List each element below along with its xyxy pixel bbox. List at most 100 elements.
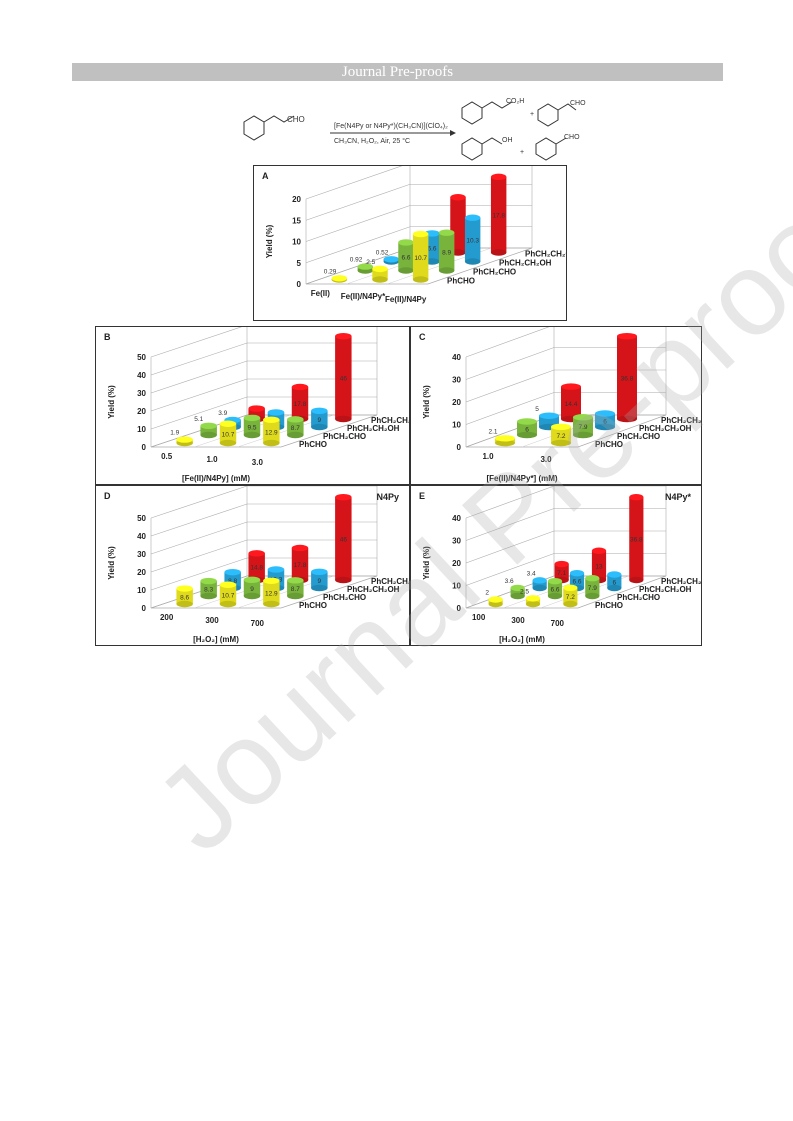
- bar-body: [554, 564, 569, 580]
- data-label: 8.6: [180, 594, 189, 601]
- chart-panel-c: 0 10 20 30 40 Yield (%) C 1.0 3.0 [Fe(II)/N4Py*] …: [410, 326, 702, 485]
- bar-top: [551, 423, 571, 430]
- data-label: 7.9: [588, 585, 597, 592]
- data-label: 46: [340, 376, 348, 383]
- bar: [331, 275, 348, 283]
- reaction-arrowhead: [450, 130, 456, 136]
- chart-e: 0 10 20 30 40 Yield (%) E N4Py* 100 300 700 [H₂O₂] …: [419, 486, 701, 644]
- data-label: 9: [318, 417, 322, 424]
- data-label: 36.8: [630, 537, 643, 544]
- bar: [372, 265, 388, 283]
- y-axis-label: Yield (%): [265, 224, 274, 258]
- bar: [488, 596, 503, 608]
- category-label: 1.0: [482, 452, 494, 461]
- bar: [219, 420, 237, 447]
- bar-body: [595, 413, 615, 427]
- series-label: PhCH₂CH₂CO₂H: [371, 416, 409, 425]
- bar-top: [248, 550, 265, 557]
- reactant-structure: [243, 115, 295, 141]
- series-label: PhCH₂CH₂OH: [347, 585, 400, 594]
- product-2-structure: [537, 103, 577, 127]
- bar: [629, 494, 644, 584]
- category-label: 300: [205, 616, 219, 625]
- bar-top: [267, 566, 285, 573]
- panel-letter: A: [262, 171, 269, 181]
- bar-top: [539, 412, 559, 419]
- bar-top: [595, 410, 615, 417]
- series-label: PhCH₂CH₂CO₂H: [371, 577, 409, 586]
- chart-gridline: [465, 327, 550, 358]
- bar-base: [510, 592, 525, 600]
- product-2-label: CHO: [570, 100, 586, 107]
- bar-top: [291, 383, 309, 391]
- bar-base: [311, 423, 328, 431]
- bar-base: [335, 576, 352, 584]
- bar-top: [219, 420, 237, 427]
- data-label: 9.5: [247, 424, 256, 431]
- y-tick-label: 20: [137, 407, 146, 416]
- y-axis-label: Yield (%): [107, 385, 116, 419]
- series-label: PhCH₂CH₂OH: [639, 585, 692, 594]
- product-3-structure: [461, 137, 503, 161]
- bar-top: [176, 585, 193, 592]
- data-label: 5.1: [194, 416, 203, 423]
- corner-label: N4Py: [376, 492, 399, 502]
- bar-top: [263, 416, 280, 423]
- data-label: 0.52: [376, 249, 389, 256]
- bar-top: [495, 435, 515, 442]
- data-label: 12.9: [265, 429, 278, 436]
- bar: [357, 263, 374, 274]
- series-label: PhCH₂CHO: [473, 268, 516, 277]
- bar-body: [464, 217, 481, 262]
- data-label: 7.2: [556, 433, 565, 440]
- y-tick-label: 40: [137, 532, 146, 541]
- bar: [176, 585, 193, 608]
- journal-header-title: Journal Pre-proofs: [341, 64, 454, 80]
- chart-panel-b: 0 10 20 30 40 50 Yield (%) B 0.5 1.0 3.0 [Fe(II)/N4…: [95, 326, 410, 485]
- bar: [510, 584, 525, 600]
- corner-label: N4Py*: [665, 492, 692, 502]
- y-tick-label: 15: [292, 216, 301, 225]
- series-label: PhCH₂CH₂OH: [347, 424, 400, 433]
- bar-top: [591, 547, 607, 554]
- x-axis-label: [H₂O₂] (mM): [499, 635, 545, 644]
- bar-top: [464, 214, 481, 221]
- bar-base: [176, 600, 193, 608]
- bar: [398, 239, 414, 274]
- bar: [569, 569, 585, 592]
- bar-body: [569, 573, 585, 588]
- bar-top: [488, 596, 503, 603]
- bar-base: [219, 600, 237, 608]
- data-label: 17.8: [492, 213, 505, 220]
- x-axis-label: [Fe(II)/N4Py*] (mM): [486, 474, 557, 483]
- bar: [490, 173, 507, 256]
- bar: [311, 568, 328, 592]
- y-tick-label: 10: [452, 421, 461, 430]
- bar-top: [335, 333, 352, 340]
- bar-top: [525, 595, 541, 602]
- chart-b: 0 10 20 30 40 50 Yield (%) B 0.5 1.0 3.0[Fe(II)/N4…: [104, 327, 409, 483]
- y-tick-label: 30: [452, 376, 461, 385]
- category-label: 0.5: [161, 452, 173, 461]
- bar: [585, 575, 600, 600]
- bar-base: [629, 576, 644, 584]
- data-label: 10.3: [466, 238, 479, 245]
- bar-base: [490, 249, 507, 256]
- bar-top: [219, 581, 237, 588]
- bar-base: [563, 600, 578, 608]
- bar-base: [438, 267, 455, 274]
- bar-base: [243, 592, 261, 600]
- data-label: 6.6: [401, 254, 410, 261]
- bar-base: [311, 584, 328, 592]
- bar-base: [219, 439, 237, 447]
- bar: [573, 414, 593, 439]
- data-label: 10.7: [222, 431, 235, 438]
- bar-top: [176, 436, 193, 443]
- category-label: 3.0: [252, 458, 264, 467]
- series-label: PhCH₂CH₂OH: [499, 259, 552, 268]
- y-axis-label: Yield (%): [422, 385, 431, 419]
- bar-base: [607, 584, 622, 592]
- bar-base: [263, 439, 280, 447]
- bar-top: [263, 577, 280, 584]
- data-label: 8.7: [291, 586, 300, 593]
